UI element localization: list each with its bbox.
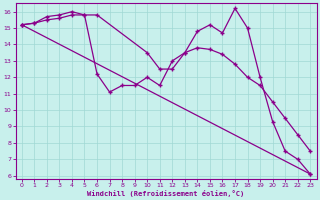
X-axis label: Windchill (Refroidissement éolien,°C): Windchill (Refroidissement éolien,°C) xyxy=(87,190,245,197)
